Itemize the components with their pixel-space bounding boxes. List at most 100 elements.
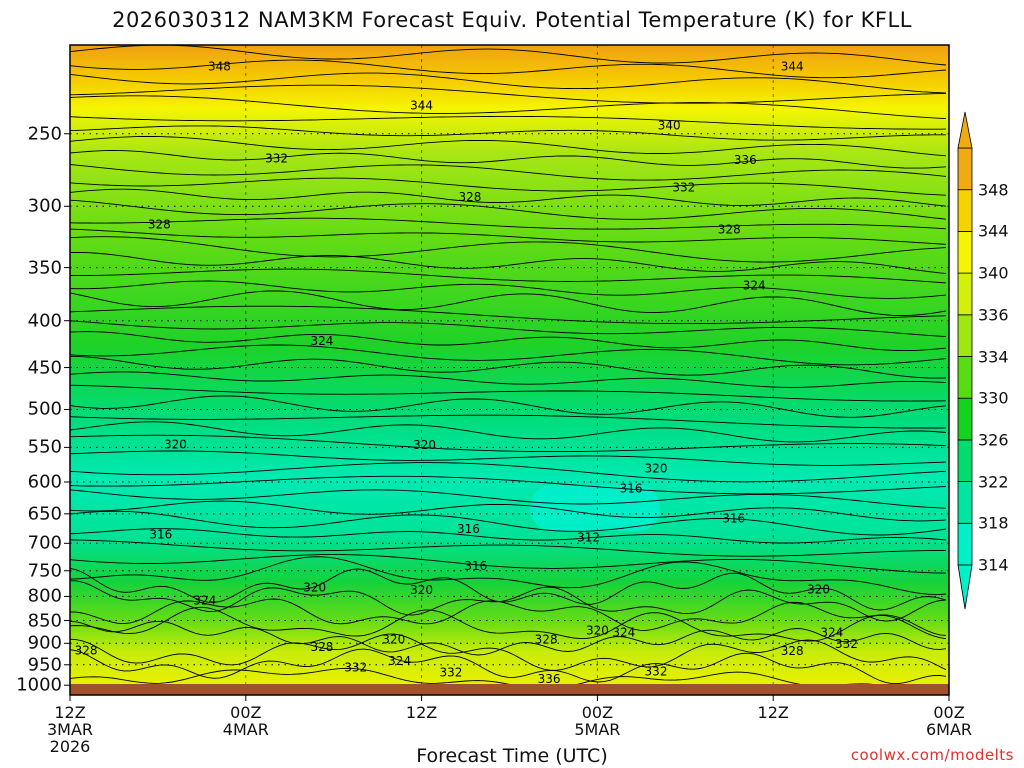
y-tick-label: 600 [27, 471, 62, 493]
contour-label: 344 [781, 59, 804, 73]
contour-line [70, 177, 947, 196]
y-tick-label: 700 [27, 532, 62, 554]
x-tick-label: 12Z [405, 703, 438, 722]
x-tick-label: 12Z 3MAR 2026 [46, 703, 94, 756]
contour-line [70, 125, 946, 141]
colorbar-label: 336 [978, 305, 1009, 325]
contour-label: 324 [388, 654, 411, 668]
contour-label: 320 [586, 624, 609, 638]
contour-line [70, 528, 947, 544]
contour-label: 332 [344, 660, 367, 674]
contour-label: 328 [311, 640, 334, 654]
x-tick-label: 00Z 5MAR [574, 703, 621, 739]
contour-label: 320 [303, 580, 326, 594]
x-axis-label: Forecast Time (UTC) [416, 745, 608, 767]
contour-line [70, 290, 947, 316]
contour-label: 320 [807, 582, 830, 596]
contour-label: 332 [645, 664, 668, 678]
contour-line [70, 648, 947, 684]
contour-line [70, 554, 947, 574]
contour-line [70, 667, 874, 684]
cyan-blob [530, 485, 660, 531]
contour-label: 320 [410, 583, 433, 597]
contour-line [70, 580, 947, 622]
colorbar-label: 340 [978, 263, 1009, 283]
contour-line [70, 136, 947, 157]
contour-label: 328 [148, 217, 171, 231]
y-tick-label: 950 [27, 654, 62, 676]
x-tick-label: 00Z 6MAR [925, 703, 973, 739]
contour-line [70, 395, 947, 418]
contour-line [70, 434, 947, 453]
contour-line [70, 95, 947, 120]
contour-line [70, 115, 947, 130]
contour-line [70, 236, 947, 263]
y-tick-label: 400 [27, 310, 62, 332]
contour-line [70, 556, 947, 595]
contour-label: 316 [464, 559, 487, 573]
contour-label: 316 [722, 512, 745, 526]
contour-line [70, 539, 946, 557]
contour-line [70, 280, 947, 299]
colorbar-bottom-arrow [957, 564, 973, 610]
plot-field [70, 45, 949, 684]
x-tick-label: 12Z [757, 703, 789, 722]
contour-line [70, 188, 947, 207]
ground-strip [70, 684, 949, 695]
contour-label: 332 [439, 666, 462, 680]
contour-line [70, 45, 947, 66]
colorbar-segment [957, 147, 973, 191]
contour-line [70, 620, 947, 656]
contour-label: 328 [75, 643, 98, 657]
contour-line [70, 228, 947, 245]
contour-label: 324 [612, 626, 635, 640]
colorbar-label: 326 [978, 430, 1009, 450]
contour-line [70, 164, 947, 181]
y-tick-label: 650 [27, 503, 62, 525]
plot-frame [69, 44, 950, 696]
y-tick-label: 300 [27, 195, 62, 217]
contour-line [70, 72, 947, 94]
contour-label: 332 [835, 637, 858, 651]
contour-label: 312 [577, 531, 600, 545]
y-tick-label: 250 [27, 123, 62, 145]
y-tick-label: 750 [27, 560, 62, 582]
colorbar-segment [957, 481, 973, 524]
colorbar-segment [957, 272, 973, 316]
contour-line [70, 344, 947, 366]
colorbar-label: 314 [978, 555, 1009, 575]
contour-line [70, 450, 947, 466]
contour-line [70, 567, 947, 611]
contour-label: 316 [457, 522, 480, 536]
contour-line [70, 217, 947, 230]
y-tick-label: 800 [27, 585, 62, 607]
contour-label: 324 [820, 626, 843, 640]
contour-line [70, 462, 947, 483]
colorbar-segment [957, 356, 973, 399]
y-tick-label: 450 [27, 357, 62, 379]
chart-title: 2026030312 NAM3KM Forecast Equiv. Potent… [112, 8, 912, 32]
y-tick-label: 350 [27, 257, 62, 279]
colorbar-label: 344 [978, 221, 1009, 241]
contour-label: 328 [458, 190, 481, 204]
contour-line [70, 371, 947, 388]
colorbar-label: 322 [978, 472, 1009, 492]
contour-label: 320 [645, 462, 668, 476]
colorbar-segment [957, 397, 973, 441]
contour-line [70, 633, 947, 671]
contour-label: 328 [535, 632, 558, 646]
contour-line [70, 384, 947, 402]
y-tick-label: 1000 [16, 674, 62, 696]
contour-label: 320 [164, 437, 187, 451]
contour-label: 328 [718, 222, 741, 236]
colorbar-segment [957, 189, 973, 232]
contour-line [70, 150, 947, 169]
contour-label: 328 [781, 644, 804, 658]
contour-line [70, 475, 947, 495]
contour-line [70, 510, 947, 536]
contour-label: 340 [658, 119, 681, 133]
contour-label: 348 [208, 59, 231, 73]
contour-line [70, 84, 947, 104]
contour-line [70, 500, 947, 522]
